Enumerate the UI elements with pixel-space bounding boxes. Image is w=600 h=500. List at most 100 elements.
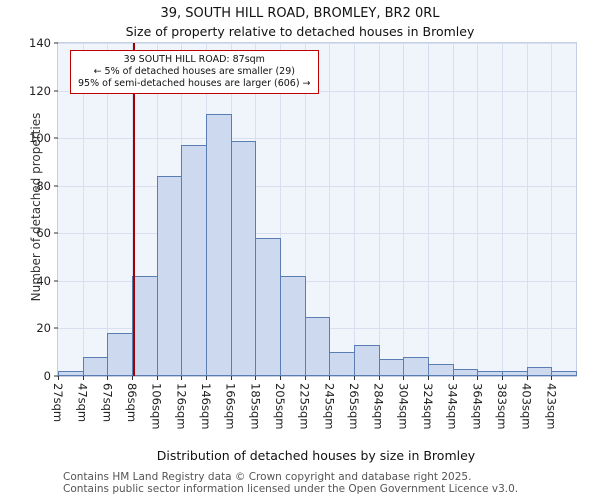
y-tick-label: 20 xyxy=(36,321,51,336)
x-tick-mark xyxy=(230,376,232,380)
y-tick-mark xyxy=(54,232,58,234)
v-gridline xyxy=(403,43,405,376)
x-tick-label: 185sqm xyxy=(248,383,263,430)
annotation-line-2: ← 5% of detached houses are smaller (29) xyxy=(93,65,295,77)
y-tick-mark xyxy=(54,42,58,44)
x-tick-mark xyxy=(206,376,207,380)
v-gridline xyxy=(477,43,479,376)
y-tick-label: 120 xyxy=(29,83,51,98)
histogram-bar xyxy=(452,368,479,376)
histogram-bar xyxy=(82,356,109,376)
v-gridline xyxy=(107,43,109,376)
footer-line-2: Contains public sector information licen… xyxy=(63,483,519,496)
y-tick-mark xyxy=(54,90,58,92)
x-tick-mark xyxy=(156,376,158,380)
x-tick-label: 166sqm xyxy=(223,383,238,430)
y-tick-mark xyxy=(54,327,58,329)
x-tick-label: 403sqm xyxy=(519,383,534,430)
y-tick-label: 0 xyxy=(43,369,51,383)
x-tick-label: 383sqm xyxy=(495,383,509,430)
x-tick-label: 344sqm xyxy=(445,383,460,430)
histogram-bar xyxy=(477,371,503,376)
y-tick-label: 80 xyxy=(36,178,51,193)
v-gridline xyxy=(428,43,429,376)
x-tick-label: 265sqm xyxy=(347,383,361,430)
x-tick-mark xyxy=(477,376,479,380)
v-gridline xyxy=(551,43,553,376)
x-tick-mark xyxy=(132,376,133,380)
annotation-box: 39 SOUTH HILL ROAD: 87sqm ← 5% of detach… xyxy=(70,50,319,94)
y-tick-label: 60 xyxy=(36,226,51,241)
x-tick-label: 67sqm xyxy=(100,383,115,423)
x-tick-label: 225sqm xyxy=(297,383,312,430)
x-tick-mark xyxy=(403,376,405,380)
x-tick-mark xyxy=(280,376,281,380)
y-tick-label: 40 xyxy=(36,273,51,288)
v-gridline xyxy=(452,43,454,376)
histogram-bar xyxy=(107,333,133,376)
footer: Contains HM Land Registry data © Crown c… xyxy=(63,471,518,495)
histogram-bar xyxy=(132,276,158,376)
h-gridline xyxy=(58,138,576,140)
v-gridline xyxy=(526,43,528,376)
v-gridline xyxy=(304,43,306,376)
histogram-bar xyxy=(206,114,232,376)
h-gridline xyxy=(58,185,576,187)
x-tick-mark xyxy=(181,376,183,380)
x-tick-label: 27sqm xyxy=(51,383,65,423)
histogram-bar xyxy=(58,371,84,376)
v-gridline xyxy=(280,43,281,376)
histogram-bar xyxy=(378,359,405,376)
histogram-bar xyxy=(230,140,257,376)
x-tick-mark xyxy=(526,376,528,380)
v-gridline xyxy=(329,43,331,376)
v-gridline xyxy=(82,43,84,376)
annotation-line-3: 95% of semi-detached houses are larger (… xyxy=(78,77,311,89)
x-tick-label: 284sqm xyxy=(371,383,386,430)
x-tick-mark xyxy=(502,376,503,380)
y-tick-mark xyxy=(54,375,58,377)
marker-line xyxy=(133,43,135,376)
y-tick-mark xyxy=(54,280,58,282)
x-tick-label: 324sqm xyxy=(421,383,435,430)
plot-area: 39 SOUTH HILL ROAD: 87sqm ← 5% of detach… xyxy=(29,36,577,429)
chart-title: 39, SOUTH HILL ROAD, BROMLEY, BR2 0RL xyxy=(160,6,440,21)
x-tick-label: 304sqm xyxy=(396,383,411,430)
x-tick-mark xyxy=(255,376,257,380)
x-tick-label: 423sqm xyxy=(544,383,559,430)
h-gridline xyxy=(58,43,576,44)
x-tick-label: 205sqm xyxy=(273,383,287,430)
v-gridline xyxy=(354,43,355,376)
x-tick-mark xyxy=(551,376,553,380)
histogram-bar xyxy=(181,145,207,376)
x-tick-mark xyxy=(452,376,454,380)
x-tick-label: 245sqm xyxy=(322,383,337,430)
x-tick-mark xyxy=(107,376,109,380)
histogram-bar xyxy=(255,238,281,376)
x-tick-mark xyxy=(58,376,59,380)
x-tick-label: 126sqm xyxy=(174,383,189,430)
x-tick-mark xyxy=(329,376,331,380)
v-gridline xyxy=(378,43,380,376)
y-tick-mark xyxy=(54,137,58,139)
h-gridline xyxy=(58,233,576,235)
x-tick-label: 364sqm xyxy=(470,383,485,430)
histogram-bar xyxy=(403,356,429,376)
histogram-bar xyxy=(156,176,183,376)
x-tick-label: 146sqm xyxy=(199,383,213,430)
x-tick-mark xyxy=(82,376,84,380)
histogram-bar xyxy=(354,345,380,376)
x-tick-label: 47sqm xyxy=(75,383,90,423)
histogram-bar xyxy=(428,364,454,376)
x-tick-mark xyxy=(354,376,355,380)
histogram-bar xyxy=(526,366,553,376)
histogram-bar xyxy=(280,276,306,376)
y-tick-mark xyxy=(54,185,58,187)
x-tick-label: 86sqm xyxy=(125,383,139,423)
annotation-line-1: 39 SOUTH HILL ROAD: 87sqm xyxy=(123,54,265,65)
histogram-bar xyxy=(304,316,331,376)
v-gridline xyxy=(132,43,133,376)
h-gridline xyxy=(58,280,576,282)
footer-line-1: Contains HM Land Registry data © Crown c… xyxy=(63,471,472,483)
